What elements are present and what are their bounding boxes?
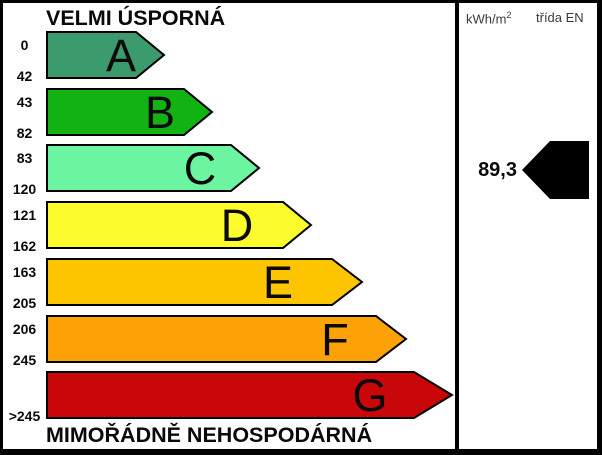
panel-divider (455, 3, 459, 449)
band-letter-E: E (263, 257, 293, 308)
band-arrow-C: C (46, 143, 261, 194)
band-arrow-B: B (46, 87, 214, 138)
band-row-B: 43 82 B (3, 87, 455, 140)
unit-header-superscript: 2 (506, 10, 512, 20)
range-low-label: 206 (12, 320, 37, 337)
indicator-arrow-icon (522, 141, 589, 199)
band-letter-D: D (221, 200, 254, 251)
range-high-label: 245 (12, 351, 37, 368)
band-range-labels: 83 120 (3, 144, 46, 196)
band-letter-B: B (145, 87, 175, 138)
range-low-label: 43 (16, 93, 33, 110)
band-range-labels: 206 245 (3, 315, 46, 367)
range-high-label: 205 (12, 294, 37, 311)
band-arrow-F: F (46, 314, 408, 365)
band-arrow-E: E (46, 257, 364, 308)
range-high-label: 120 (12, 181, 37, 198)
band-row-F: 206 245 F (3, 314, 455, 367)
range-low-label: 121 (12, 207, 37, 224)
band-range-labels: >245 (3, 371, 46, 423)
range-low-label: 0 (20, 37, 29, 53)
range-high-label: 42 (16, 68, 33, 84)
unit-header-text: kWh/m (466, 11, 507, 27)
band-row-E: 163 205 E (3, 257, 455, 310)
range-high-label: 82 (16, 124, 33, 141)
range-low-label: 163 (12, 263, 37, 280)
band-arrow-G: G (46, 370, 454, 421)
unit-header: kWh/m2 (466, 10, 511, 26)
band-range-labels: 163 205 (3, 258, 46, 310)
band-letter-A: A (106, 30, 136, 81)
band-range-labels: 121 162 (3, 201, 46, 253)
band-arrow-A: A (46, 30, 166, 81)
band-range-labels: 43 82 (3, 88, 46, 140)
class-header: třída EN (536, 10, 584, 25)
band-arrow-D: D (46, 200, 313, 251)
scale-title-bottom: MIMOŘÁDNĚ NEHOSPODÁRNÁ (46, 423, 373, 447)
band-row-D: 121 162 D (3, 200, 455, 253)
band-row-G: >245 G (3, 370, 455, 423)
band-row-C: 83 120 C (3, 143, 455, 196)
indicator-value-text: 89,3 (478, 159, 517, 181)
band-letter-C: C (184, 143, 217, 194)
scale-title-top: VELMI ÚSPORNÁ (46, 6, 226, 30)
band-row-A: 0 42 A (3, 30, 455, 83)
band-range-labels: 0 42 (3, 31, 46, 83)
range-low-label: 83 (16, 150, 33, 167)
range-high-label: >245 (8, 408, 41, 425)
range-high-label: 162 (12, 238, 37, 255)
band-letter-F: F (321, 314, 349, 365)
band-letter-G: G (352, 370, 387, 421)
